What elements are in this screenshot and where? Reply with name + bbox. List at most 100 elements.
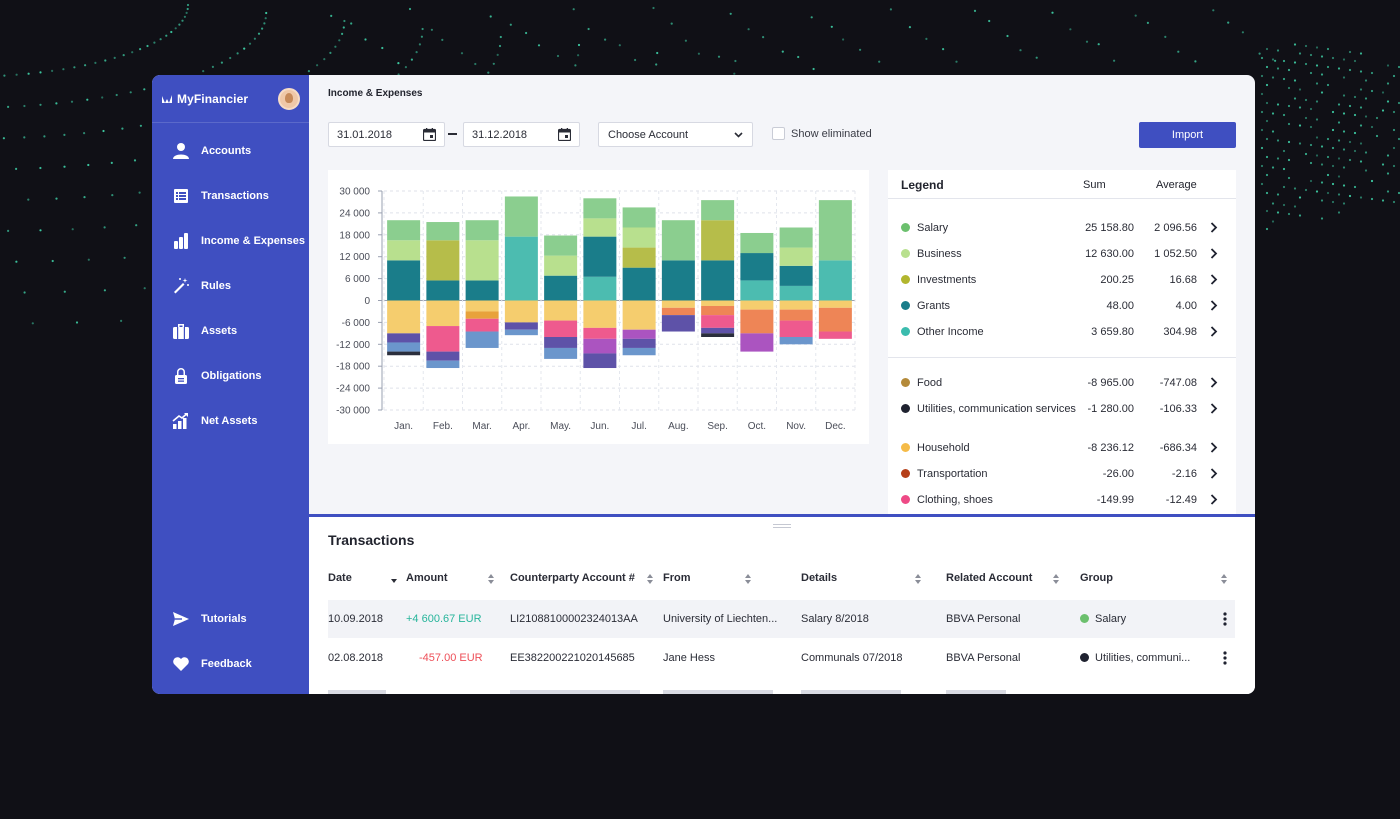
column-header-date[interactable]: Date [328, 572, 352, 584]
truncated-cell [801, 690, 901, 694]
brand[interactable]: MyFinancier [162, 89, 248, 109]
table-row[interactable]: 10.09.2018 +4 600.67 EUR LI2108810000232… [328, 600, 1235, 638]
legend-item-name: Utilities, communication services [917, 403, 1076, 415]
chart-bar-segment [544, 255, 578, 276]
sort-icon[interactable] [1053, 574, 1059, 584]
sidebar-item-income-expenses[interactable]: Income & Expenses [172, 230, 305, 252]
background-dot [143, 287, 146, 290]
avatar[interactable] [278, 88, 300, 110]
column-header-group[interactable]: Group [1080, 572, 1113, 584]
chevron-right-icon[interactable] [1210, 300, 1218, 311]
legend-item-average: 16.68 [1169, 274, 1197, 286]
sidebar-item-rules[interactable]: Rules [172, 275, 231, 297]
chart-bar-segment [818, 300, 852, 308]
sidebar-item-accounts[interactable]: Accounts [172, 140, 251, 162]
background-dot [1320, 181, 1324, 184]
table-row-partial[interactable] [328, 678, 1235, 694]
resize-handle[interactable] [773, 524, 791, 528]
chevron-right-icon[interactable] [1210, 377, 1218, 388]
x-tick-label: Dec. [825, 421, 846, 432]
background-dot [1392, 74, 1396, 78]
background-dot [1359, 88, 1363, 91]
sidebar-item-net-assets[interactable]: Net Assets [172, 410, 257, 432]
group-label: Salary [1095, 613, 1127, 625]
sidebar-item-obligations[interactable]: Obligations [172, 365, 262, 387]
sort-icon[interactable] [647, 574, 653, 584]
import-button[interactable]: Import [1139, 122, 1236, 148]
background-dot [261, 27, 264, 30]
background-dot [1309, 161, 1313, 165]
sidebar-item-assets[interactable]: Assets [172, 320, 237, 342]
chevron-right-icon[interactable] [1210, 326, 1218, 337]
background-dot [1315, 190, 1319, 193]
calendar-icon[interactable] [558, 128, 571, 141]
show-eliminated-checkbox[interactable] [772, 127, 785, 140]
background-dot [102, 129, 105, 133]
chevron-right-icon[interactable] [1210, 403, 1218, 414]
chart-bar-segment [701, 305, 735, 316]
background-dot [1265, 173, 1269, 177]
sidebar-item-tutorials[interactable]: Tutorials [172, 608, 247, 630]
show-eliminated-label: Show eliminated [791, 127, 872, 140]
sort-icon[interactable] [488, 574, 494, 584]
sort-icon[interactable] [915, 574, 921, 584]
column-header-counterparty[interactable]: Counterparty Account # [510, 572, 635, 584]
sidebar-item-transactions[interactable]: Transactions [172, 185, 269, 207]
column-header-amount[interactable]: Amount [406, 572, 448, 584]
background-dot [229, 56, 232, 60]
background-dot [1260, 74, 1264, 78]
truncated-cell [946, 690, 1006, 694]
sort-icon[interactable] [1221, 574, 1227, 584]
magic-wand-icon [174, 278, 189, 294]
sidebar-item-label: Income & Expenses [201, 235, 305, 247]
background-dot [1370, 71, 1374, 75]
background-dot [1298, 106, 1302, 109]
date-to-field[interactable]: 31.12.2018 [463, 122, 580, 147]
table-row[interactable]: 02.08.2018 -457.00 EUR EE382200221020145… [328, 639, 1235, 677]
show-eliminated-toggle[interactable]: Show eliminated [772, 127, 872, 140]
date-from-field[interactable]: 31.01.2018 [328, 122, 445, 147]
y-tick-label: -6 000 [342, 318, 371, 329]
more-options-icon[interactable] [1223, 612, 1227, 626]
legend-color-dot [901, 404, 910, 413]
legend-color-dot [901, 249, 910, 258]
sort-icon[interactable] [745, 574, 751, 584]
background-dot [489, 15, 492, 18]
background-dot [656, 51, 659, 55]
chevron-right-icon[interactable] [1210, 442, 1218, 453]
background-dot [2, 137, 5, 140]
column-header-details[interactable]: Details [801, 572, 838, 584]
chart-bar-segment [779, 247, 813, 266]
account-select[interactable]: Choose Account [598, 122, 753, 147]
background-dot [170, 30, 173, 34]
chevron-right-icon[interactable] [1210, 468, 1218, 479]
chart-bar-segment [583, 338, 617, 354]
background-dot [120, 319, 123, 322]
chevron-right-icon[interactable] [1210, 248, 1218, 259]
background-dot [94, 61, 97, 64]
sidebar-item-label: Obligations [201, 370, 262, 382]
sidebar-item-feedback[interactable]: Feedback [172, 653, 252, 675]
background-dot [1386, 64, 1390, 67]
background-dot [1164, 35, 1167, 39]
chevron-right-icon[interactable] [1210, 274, 1218, 285]
sort-desc-icon[interactable] [391, 574, 397, 584]
legend-header-divider [888, 198, 1236, 199]
background-dot [257, 32, 261, 35]
background-dot [27, 198, 30, 201]
chart-bar-segment [465, 311, 499, 319]
column-header-from[interactable]: From [663, 572, 691, 584]
more-options-icon[interactable] [1223, 651, 1227, 665]
sidebar-item-label: Accounts [201, 145, 252, 157]
background-dot [3, 74, 6, 77]
background-dot [51, 259, 54, 263]
background-dot [1260, 56, 1264, 60]
background-dot [1276, 67, 1280, 70]
column-header-related-account[interactable]: Related Account [946, 572, 1033, 584]
chart-bar-segment [818, 260, 852, 301]
chevron-right-icon[interactable] [1210, 494, 1218, 505]
background-dot [1309, 53, 1313, 57]
calendar-icon[interactable] [423, 128, 436, 141]
x-tick-label: Nov. [786, 421, 806, 432]
chevron-right-icon[interactable] [1210, 222, 1218, 233]
